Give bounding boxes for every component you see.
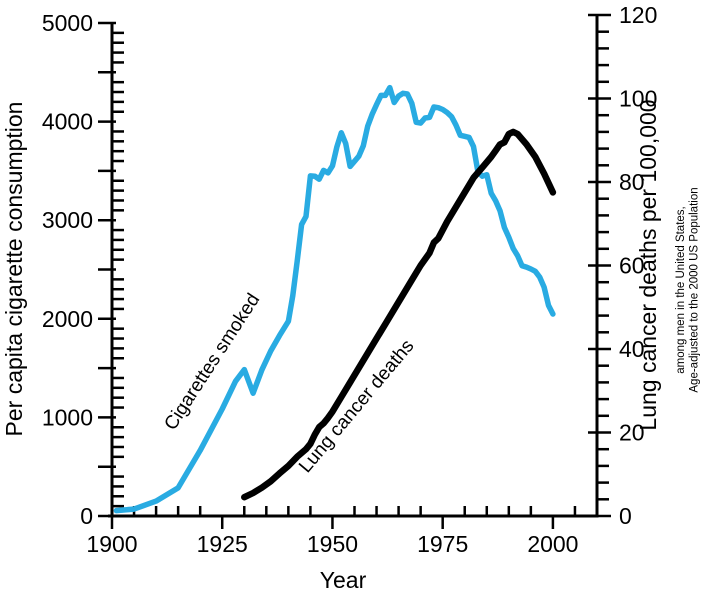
left-y-tick-label: 2000 — [42, 306, 93, 332]
series-line-cigarettes-smoked — [113, 84, 556, 514]
left-y-tick-label: 5000 — [42, 10, 93, 36]
right-y-axis-subtitle: among men in the United States, Age-adjus… — [675, 187, 701, 392]
x-tick-label: 1975 — [417, 531, 468, 557]
left-y-tick-label: 4000 — [42, 109, 93, 135]
axes-layer: 1900 1925 1950 1975 200001000200030004000500… — [42, 2, 658, 557]
right-y-tick-label: 120 — [619, 2, 657, 28]
right-y-tick-label: 0 — [619, 503, 632, 529]
series-layer: Cigarettes smoked Lung cancer deaths — [113, 84, 557, 514]
right-y-tick-label: 60 — [619, 253, 645, 279]
x-tick-label: 1900 — [86, 531, 137, 557]
left-y-tick-label: 3000 — [42, 207, 93, 233]
right-y-tick-label: 80 — [619, 169, 645, 195]
right-y-tick-label: 20 — [619, 420, 645, 446]
right-y-tick-label: 40 — [619, 336, 645, 362]
right-y-axis-title: Lung cancer deaths per 100,000 — [635, 99, 661, 430]
x-axis-title: Year — [320, 567, 367, 593]
series-line-lung-cancer-deaths — [241, 128, 557, 501]
x-tick-label: 1925 — [197, 531, 248, 557]
curve-label-cigarettes-smoked: Cigarettes smoked — [160, 290, 264, 434]
x-tick-label: 1950 — [307, 531, 358, 557]
x-tick-label: 2000 — [527, 531, 578, 557]
left-y-axis-title: Per capita cigarette consumption — [1, 102, 27, 437]
left-y-tick-label: 1000 — [42, 404, 93, 430]
right-y-tick-label: 100 — [619, 86, 657, 112]
left-y-tick-label: 0 — [80, 503, 93, 529]
curve-label-lung-cancer-deaths: Lung cancer deaths — [295, 336, 418, 477]
